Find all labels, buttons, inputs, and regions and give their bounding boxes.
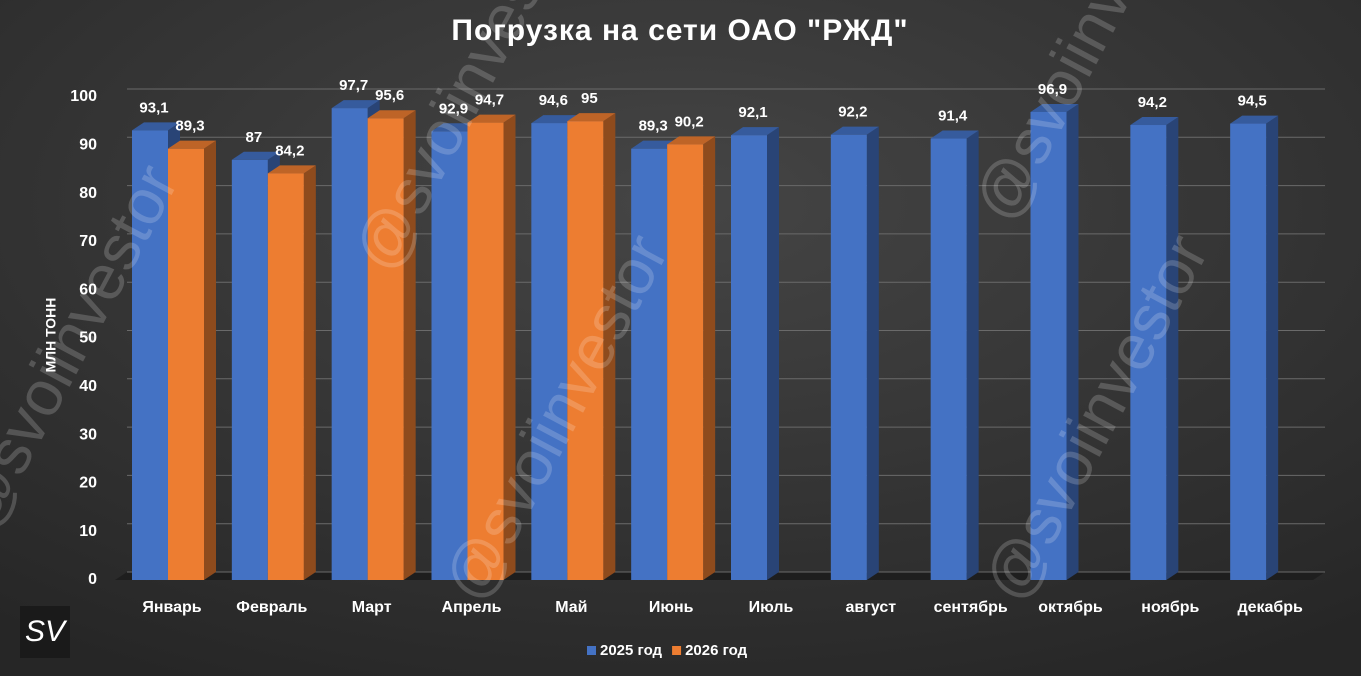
value-label: 91,4	[938, 108, 968, 125]
bar-top	[1030, 103, 1079, 112]
x-tick-label: Апрель	[442, 599, 502, 616]
y-tick-label: 60	[79, 281, 97, 298]
x-tick-label: сентябрь	[934, 599, 1008, 616]
bar-top	[231, 151, 280, 160]
y-tick-label: 100	[70, 88, 97, 105]
bar	[1230, 123, 1267, 580]
x-tick-label: Февраль	[236, 599, 307, 616]
bar-top	[930, 130, 979, 139]
bar	[267, 173, 304, 580]
bar	[431, 131, 468, 580]
bar-top	[567, 113, 616, 122]
x-tick-label: Май	[555, 599, 587, 616]
bar-top	[531, 115, 580, 124]
value-label: 95	[581, 90, 598, 107]
bar-side	[1066, 103, 1079, 581]
value-label: 96,9	[1038, 81, 1067, 98]
bar-side	[1166, 117, 1179, 580]
bar	[531, 123, 568, 580]
x-tick-label: октябрь	[1038, 599, 1103, 616]
bar-top	[367, 110, 416, 119]
value-label: 92,1	[738, 104, 767, 121]
legend-label: 2025 год	[600, 642, 663, 659]
bar-side	[403, 110, 416, 580]
legend-swatch	[587, 646, 596, 655]
y-axis-label: МЛН ТОНН	[43, 298, 59, 373]
bar-top	[331, 100, 380, 109]
value-label: 92,2	[838, 104, 867, 121]
bar	[1130, 125, 1167, 580]
y-tick-label: 50	[79, 330, 97, 347]
bar	[331, 108, 368, 580]
value-label: 92,9	[439, 100, 468, 117]
bar-side	[866, 126, 879, 580]
value-label: 94,2	[1138, 94, 1167, 111]
bar-side	[503, 114, 516, 580]
bar	[930, 138, 967, 580]
bar	[1030, 111, 1067, 581]
bar	[168, 148, 204, 580]
bar	[667, 144, 704, 581]
value-label: 89,3	[639, 118, 668, 135]
value-label: 90,2	[675, 113, 704, 130]
bar-top	[168, 140, 216, 149]
bar	[132, 130, 168, 580]
y-tick-label: 80	[79, 185, 97, 202]
value-label: 94,6	[539, 92, 568, 109]
y-tick-label: 0	[88, 571, 97, 588]
x-tick-label: август	[846, 599, 897, 616]
bar-side	[204, 140, 216, 580]
value-label: 95,6	[375, 87, 404, 104]
legend-label: 2026 год	[685, 642, 748, 659]
bar-top	[132, 122, 180, 131]
y-tick-label: 30	[79, 426, 97, 443]
value-label: 84,2	[275, 142, 304, 159]
bar-side	[703, 136, 716, 581]
y-tick-label: 70	[79, 233, 97, 250]
floor	[115, 572, 1325, 580]
bar-side	[303, 165, 316, 580]
bar	[467, 122, 504, 580]
x-tick-label: Январь	[142, 599, 201, 616]
bar	[367, 118, 404, 580]
bar-side	[603, 113, 616, 581]
y-tick-label: 40	[79, 378, 97, 395]
bar-top	[267, 165, 316, 174]
bar-top	[1230, 115, 1279, 124]
logo-box	[20, 606, 70, 658]
bar-side	[767, 127, 779, 581]
bar-top	[731, 127, 779, 136]
logo: SV	[25, 615, 68, 648]
value-label: 93,1	[139, 99, 168, 116]
x-tick-label: ноябрь	[1141, 599, 1199, 616]
bar-top	[1130, 117, 1179, 126]
bar-top	[467, 114, 516, 123]
bar-top	[830, 126, 879, 135]
chart-title: Погрузка на сети ОАО "РЖД"	[451, 14, 908, 47]
y-tick-label: 10	[79, 523, 97, 540]
value-label: 94,5	[1238, 93, 1267, 110]
bar-side	[966, 130, 979, 580]
bar	[567, 121, 604, 581]
value-label: 87	[245, 129, 262, 146]
x-tick-label: Март	[352, 599, 392, 616]
bar-side	[1266, 115, 1279, 580]
value-label: 94,7	[475, 92, 504, 109]
bar	[631, 148, 668, 580]
x-tick-label: декабрь	[1237, 599, 1303, 616]
y-tick-label: 90	[79, 137, 97, 154]
bar	[830, 134, 867, 580]
y-tick-label: 20	[79, 475, 97, 492]
bar	[231, 159, 268, 581]
x-tick-label: Июль	[749, 599, 794, 616]
bar-top	[667, 136, 716, 145]
bar	[731, 135, 767, 581]
x-tick-label: Июнь	[649, 599, 694, 616]
legend-swatch	[672, 646, 682, 655]
value-label: 97,7	[339, 77, 368, 94]
value-label: 89,3	[175, 118, 204, 135]
